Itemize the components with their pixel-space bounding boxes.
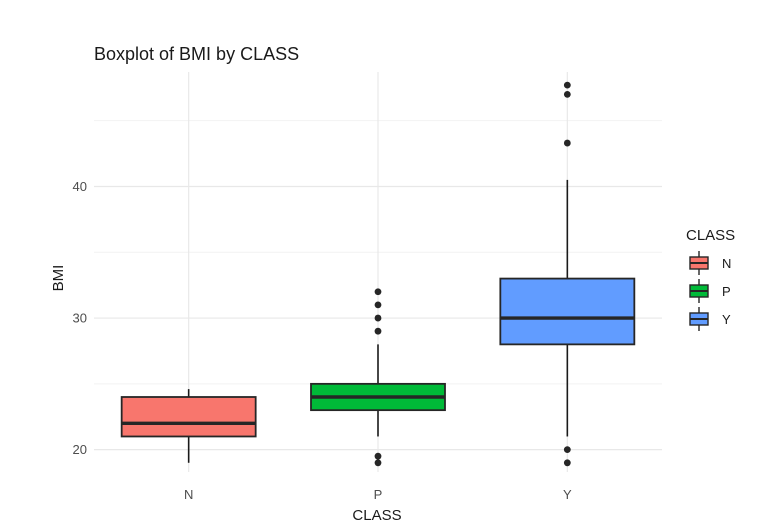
outlier-point: [563, 90, 571, 98]
y-axis-title: BMI: [50, 265, 67, 292]
y-tick-label: 40: [73, 179, 87, 194]
y-axis-ticks: 20 30 40: [73, 179, 87, 457]
outlier-point: [374, 301, 382, 309]
legend-title: CLASS: [686, 227, 735, 244]
y-tick-label: 20: [73, 442, 87, 457]
legend-item-Y: Y: [689, 307, 731, 331]
legend-label: P: [722, 284, 731, 299]
legend-label: N: [722, 256, 731, 271]
outlier-point: [563, 446, 571, 454]
outlier-point: [563, 139, 571, 147]
outlier-point: [563, 81, 571, 89]
x-tick-label: Y: [563, 487, 572, 502]
chart-title: Boxplot of BMI by CLASS: [94, 44, 299, 64]
x-tick-label: P: [374, 487, 383, 502]
box-N: [120, 389, 257, 463]
outlier-point: [374, 459, 382, 467]
outlier-point: [374, 452, 382, 460]
outlier-point: [374, 288, 382, 296]
legend-item-P: P: [689, 279, 731, 303]
box-body: [499, 277, 636, 346]
outlier-point: [374, 314, 382, 322]
outlier-point: [563, 459, 571, 467]
x-tick-label: N: [184, 487, 193, 502]
x-axis-title: CLASS: [352, 507, 401, 524]
outlier-point: [374, 327, 382, 335]
box-Y: [499, 81, 636, 467]
box-P: [310, 288, 446, 467]
box-body: [120, 396, 257, 438]
legend: CLASS NPY: [686, 227, 735, 331]
y-tick-label: 30: [73, 311, 87, 326]
boxes: [120, 81, 636, 467]
legend-item-N: N: [689, 251, 731, 275]
legend-label: Y: [722, 312, 731, 327]
